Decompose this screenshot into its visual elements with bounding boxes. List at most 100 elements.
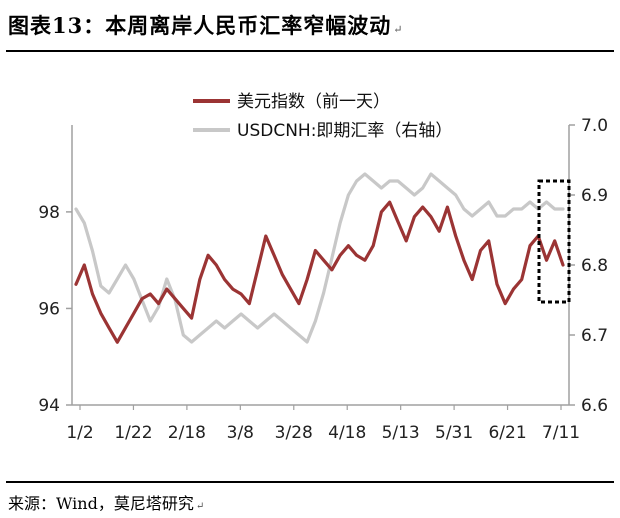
dollar-index-point — [207, 254, 210, 257]
dollar-index-point — [355, 254, 358, 257]
chart-title-text: 图表13：本周离岸人民币汇率窄幅波动 — [8, 13, 392, 38]
usdcnh-point — [339, 222, 341, 224]
chart-legend: 美元指数（前一天） USDCNH:即期汇率（右轴） — [193, 92, 452, 141]
return-mark-icon: ↵ — [195, 501, 205, 512]
dollar-index-point — [116, 341, 119, 344]
dollar-index-point — [289, 288, 292, 290]
legend-label: 美元指数（前一天） — [237, 92, 390, 112]
dollar-index-point — [512, 288, 515, 290]
dollar-index-point — [75, 283, 77, 286]
chart-title: 图表13：本周离岸人民币汇率窄幅波动 ↵ — [8, 10, 403, 40]
x-tick-label: 3/8 — [227, 423, 254, 443]
usdcnh-point — [108, 292, 110, 294]
usdcnh-point — [529, 201, 531, 203]
dollar-index-point — [562, 264, 564, 266]
x-tick-label: 2/18 — [168, 423, 206, 443]
dollar-index-point — [388, 201, 391, 204]
dollar-index-point — [91, 293, 94, 295]
usdcnh-point — [347, 194, 350, 196]
left-tick-label: 98 — [38, 203, 60, 223]
usdcnh-point — [190, 341, 193, 343]
usdcnh-point — [372, 180, 375, 182]
dollar-index-point — [331, 268, 333, 271]
dollar-index-point — [413, 215, 416, 218]
dollar-index-point — [240, 293, 243, 295]
right-tick-label: 6.6 — [581, 396, 608, 416]
dollar-index-point — [198, 278, 201, 281]
dollar-index-point — [157, 302, 160, 305]
usdcnh-point — [198, 334, 201, 336]
usdcnh-point — [545, 201, 548, 203]
usdcnh-point — [182, 334, 185, 336]
dollar-index-point — [174, 297, 177, 300]
dollar-index-point — [248, 302, 251, 305]
dollar-index-line — [74, 200, 565, 344]
right-tick-label: 6.9 — [581, 186, 608, 206]
source-note: 来源：Wind，莫尼塔研究 ↵ — [8, 490, 204, 514]
dollar-index-point — [496, 283, 498, 286]
dollar-index-point — [545, 259, 548, 262]
dollar-index-point — [215, 264, 218, 266]
usdcnh-point — [380, 187, 383, 189]
dollar-index-point — [182, 307, 185, 310]
dollar-index-point — [298, 302, 300, 305]
usdcnh-point — [562, 208, 564, 210]
usdcnh-point — [75, 208, 77, 210]
usdcnh-point — [413, 194, 416, 196]
dollar-index-point — [553, 240, 556, 242]
usdcnh-point — [314, 320, 317, 322]
usdcnh-point — [83, 222, 86, 224]
dollar-index-point — [165, 288, 168, 290]
dollar-index-point — [347, 244, 350, 247]
usdcnh-point — [306, 341, 308, 343]
dollar-index-point — [446, 206, 449, 209]
usdcnh-point — [553, 208, 556, 210]
dollar-index-point — [223, 278, 226, 281]
usdcnh-point — [487, 201, 490, 203]
usdcnh-point — [116, 278, 119, 280]
usdcnh-point — [463, 208, 465, 210]
dollar-index-point — [471, 278, 474, 281]
usdcnh-point — [289, 327, 292, 329]
return-mark-icon: ↵ — [393, 23, 404, 36]
x-tick-label: 5/13 — [382, 423, 420, 443]
dollar-index-point — [281, 273, 284, 276]
dollar-index-point — [83, 264, 86, 266]
usdcnh-point — [322, 292, 325, 294]
usdcnh-point — [273, 313, 275, 315]
usdcnh-point — [397, 180, 399, 182]
dollar-index-point — [364, 259, 366, 262]
x-tick-label: 1/22 — [114, 423, 152, 443]
dollar-index-point — [430, 215, 432, 218]
dollar-index-point — [529, 244, 531, 247]
dollar-index-point — [273, 254, 275, 257]
dollar-index-point — [339, 254, 341, 257]
usdcnh-point — [132, 278, 135, 280]
usdcnh-point — [99, 285, 102, 287]
bottom-rule — [6, 481, 614, 483]
dollar-index-point — [438, 230, 441, 233]
usdcnh-point — [165, 278, 168, 280]
dollar-index-point — [108, 326, 110, 329]
dollar-index-point — [405, 240, 408, 242]
dollar-index-point — [380, 211, 383, 213]
usdcnh-point — [388, 180, 391, 182]
right-tick-label: 7.0 — [581, 116, 608, 136]
usdcnh-point — [421, 187, 424, 189]
usdcnh-point — [240, 313, 243, 315]
dollar-index-point — [149, 293, 152, 295]
usdcnh-point — [331, 257, 333, 259]
usdcnh-point — [471, 215, 474, 217]
usdcnh-point — [223, 327, 226, 329]
x-tick-label: 7/11 — [542, 423, 580, 443]
top-rule — [6, 50, 614, 52]
x-tick-label: 1/2 — [66, 423, 93, 443]
x-tick-label: 4/18 — [328, 423, 366, 443]
dollar-index-point — [124, 326, 127, 329]
usdcnh-point — [454, 194, 457, 196]
dollar-index-point — [487, 240, 490, 242]
usdcnh-point — [207, 327, 210, 329]
dollar-index-point — [421, 206, 424, 209]
dollar-index-point — [454, 235, 457, 237]
usdcnh-point — [124, 264, 127, 266]
